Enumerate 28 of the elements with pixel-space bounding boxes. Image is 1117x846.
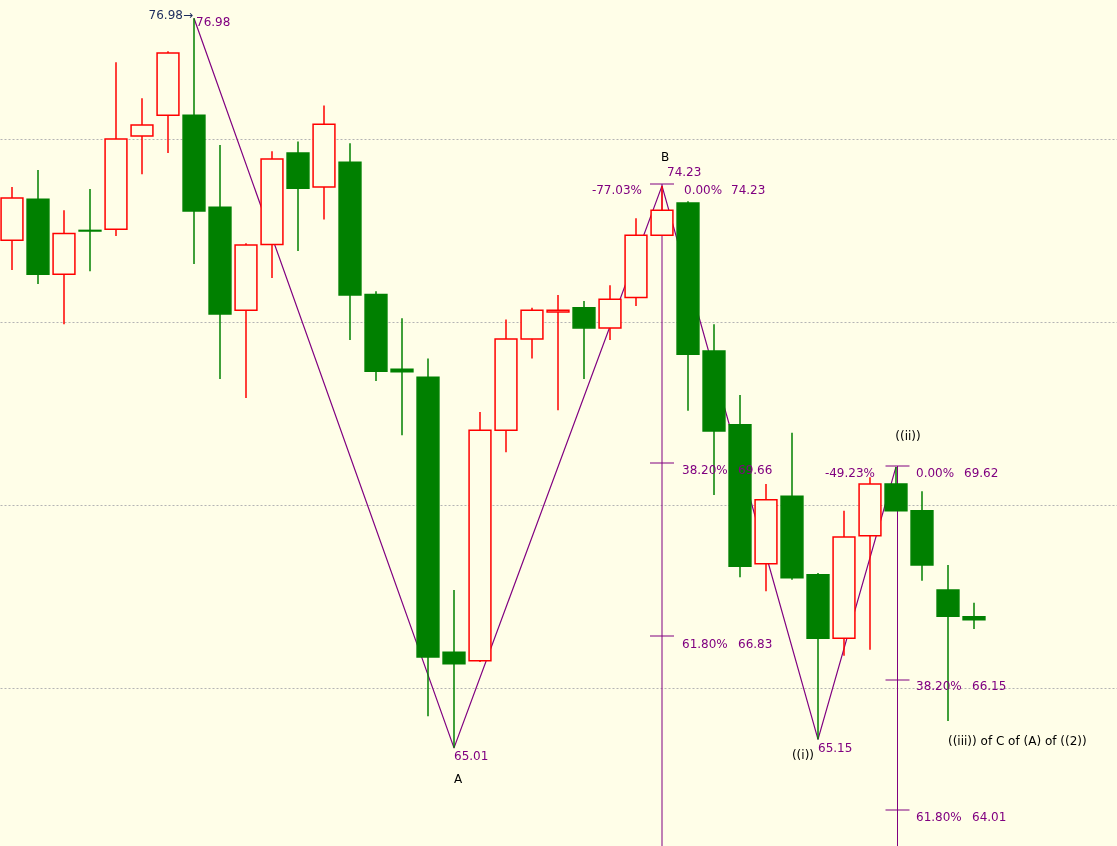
- annotation: 61.80%: [916, 810, 962, 824]
- annotation: 76.98→: [148, 8, 193, 22]
- candlestick: [572, 300, 596, 380]
- annotation: 65.15: [818, 741, 853, 755]
- candlestick: [390, 317, 414, 436]
- annotation: 74.23: [731, 183, 766, 197]
- candlestick: [78, 188, 102, 272]
- candlestick: [546, 294, 570, 411]
- annotation: 66.15: [972, 679, 1007, 693]
- annotation: 74.23: [667, 165, 702, 179]
- annotation: -49.23%: [824, 466, 875, 480]
- annotation: -77.03%: [591, 183, 642, 197]
- annotation: B: [660, 150, 670, 164]
- annotation: 61.80%: [682, 637, 728, 651]
- annotation: 64.01: [972, 810, 1007, 824]
- annotation: 65.01: [454, 749, 489, 763]
- annotation: ((ii)): [895, 429, 921, 443]
- candlestick: [962, 602, 986, 630]
- annotation: A: [453, 772, 463, 786]
- annotation: 0.00%: [916, 466, 955, 480]
- annotation: 0.00%: [684, 183, 723, 197]
- annotation: 66.83: [738, 637, 773, 651]
- candlestick: [130, 97, 154, 176]
- annotation: 69.62: [964, 466, 999, 480]
- annotation: ((i)): [791, 748, 814, 762]
- annotation: ((iii)) of C of (A) of ((2)): [948, 734, 1087, 748]
- candlestick: [442, 589, 466, 749]
- annotation: 76.98: [196, 15, 231, 29]
